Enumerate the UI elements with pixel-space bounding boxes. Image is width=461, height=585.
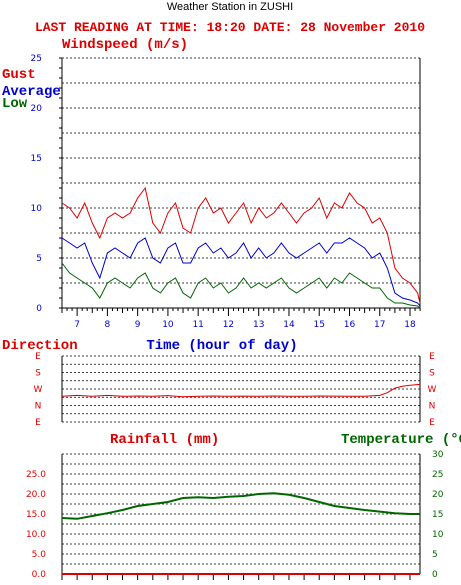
wind-xtick-label: 16 [344, 320, 356, 330]
dir-ytick-right: E [429, 352, 435, 362]
wind-series-low [61, 262, 421, 309]
wind-xtick-label: 14 [283, 320, 295, 330]
temp-ytick-label: 25 [432, 470, 443, 480]
direction-series [61, 383, 421, 398]
wind-xtick-label: 10 [162, 320, 174, 330]
dir-ytick-right: E [429, 418, 435, 428]
wind-ytick-label: 15 [31, 154, 42, 164]
wind-ytick-label: 20 [31, 104, 43, 114]
wind-xtick-label: 11 [192, 320, 203, 330]
wind-panel: 0 5 10 15 20 25 7 8 9 10 11 12 13 14 15 16 17 18 [31, 54, 421, 330]
dir-ytick-right: S [429, 369, 435, 379]
wind-xlabel: Time (hour of day) [146, 338, 297, 354]
wind-xtick-label: 9 [135, 320, 141, 330]
dir-ytick-left: W [34, 385, 43, 395]
dir-ytick-left: E [35, 352, 41, 362]
rain-ytick-label: 10.0 [26, 530, 46, 540]
wind-xtick-label: 7 [74, 320, 80, 330]
temp-ytick-label: 10 [432, 530, 444, 540]
wind-xtick-label: 13 [253, 320, 264, 330]
rain-ytick-label: 15.0 [26, 510, 46, 520]
wind-xtick-label: 15 [314, 320, 325, 330]
wind-xtick-label: 18 [404, 320, 416, 330]
temp-ytick-label: 30 [432, 450, 444, 460]
temp-ytick-label: 20 [432, 490, 444, 500]
wind-ytick-label: 0 [36, 304, 42, 314]
wind-title: Windspeed (m/s) [62, 37, 188, 53]
wind-ytick-label: 10 [31, 204, 43, 214]
temp-title: Temperature (°C) [341, 432, 461, 448]
dir-ytick-right: N [429, 402, 436, 412]
reading-line: LAST READING AT TIME: 18:20 DATE: 28 Nov… [35, 20, 425, 35]
rain-ytick-label: 0.0 [32, 570, 47, 580]
dir-ytick-left: S [35, 369, 41, 379]
dir-ytick-left: N [35, 402, 42, 412]
legend-average: Average [2, 84, 61, 100]
wind-ytick-label: 5 [36, 254, 42, 264]
station-title: Weather Station in ZUSHI [167, 1, 293, 13]
legend-low: Low [2, 96, 28, 112]
temperature-series [61, 492, 420, 520]
dir-ytick-left: E [35, 418, 41, 428]
legend-gust: Gust [2, 67, 36, 83]
temp-ytick-label: 5 [432, 550, 438, 560]
wind-ytick-label: 25 [31, 54, 42, 64]
rain-ytick-label: 20.0 [26, 490, 46, 500]
temp-ytick-label: 0 [432, 570, 438, 580]
wind-xtick-label: 17 [374, 320, 385, 330]
direction-title: Direction [2, 338, 78, 354]
wind-xtick-label: 12 [223, 320, 234, 330]
rain-title: Rainfall (mm) [110, 432, 219, 448]
rain-ytick-label: 5.0 [32, 550, 47, 560]
dir-ytick-right: W [428, 385, 437, 395]
wind-series-gust [61, 186, 421, 304]
wind-xtick-label: 8 [105, 320, 111, 330]
temp-ytick-label: 15 [432, 510, 443, 520]
wind-series-average [61, 237, 421, 307]
rain-ytick-label: 25.0 [26, 470, 46, 480]
rain-temp-panel: 0.0 5.0 10.0 15.0 20.0 25.0 0 5 10 15 20 25 30 [26, 450, 444, 580]
